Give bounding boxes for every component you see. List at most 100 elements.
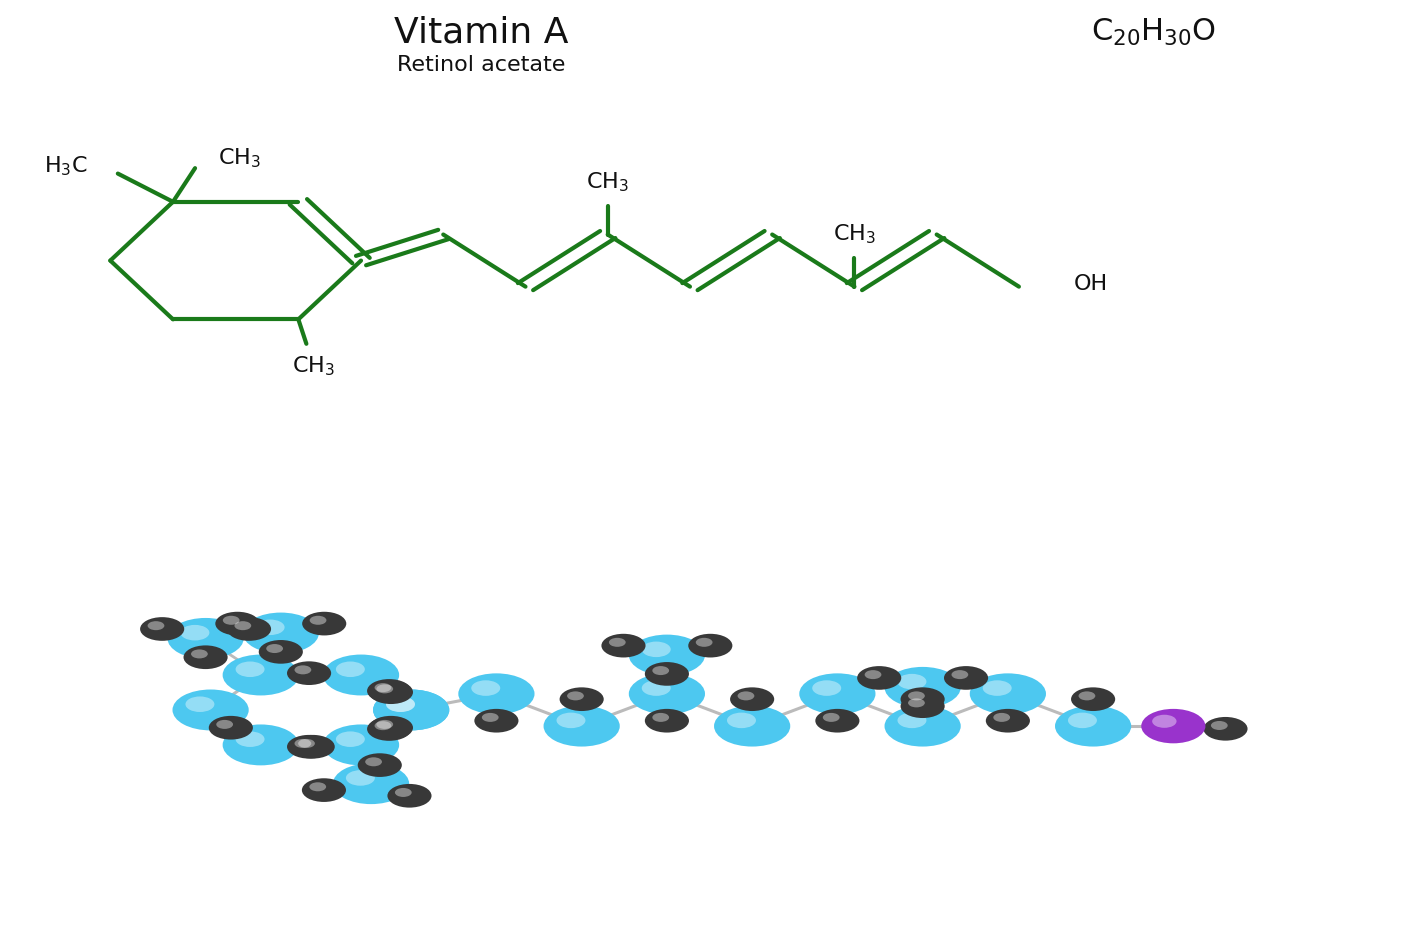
Circle shape <box>358 753 402 777</box>
Circle shape <box>336 662 365 677</box>
Circle shape <box>688 634 733 657</box>
Circle shape <box>223 616 240 625</box>
Circle shape <box>227 617 271 641</box>
Circle shape <box>943 666 988 690</box>
Circle shape <box>209 716 253 739</box>
Circle shape <box>256 620 285 635</box>
Circle shape <box>215 612 260 636</box>
Circle shape <box>908 692 925 700</box>
Text: CH$_3$: CH$_3$ <box>587 170 629 194</box>
Circle shape <box>609 637 626 647</box>
Circle shape <box>295 739 312 748</box>
Circle shape <box>184 646 227 669</box>
Circle shape <box>1071 687 1115 711</box>
Text: OH: OH <box>1074 274 1108 295</box>
Circle shape <box>696 637 713 647</box>
Circle shape <box>286 662 331 685</box>
Circle shape <box>475 709 518 733</box>
Circle shape <box>472 680 500 695</box>
Text: CH$_3$: CH$_3$ <box>833 223 876 246</box>
Circle shape <box>302 612 347 636</box>
Circle shape <box>556 712 585 728</box>
Circle shape <box>333 763 409 804</box>
Circle shape <box>295 665 312 674</box>
Circle shape <box>970 673 1046 714</box>
Circle shape <box>336 731 365 747</box>
Circle shape <box>366 717 411 740</box>
Circle shape <box>1068 712 1097 728</box>
Circle shape <box>993 713 1009 722</box>
Circle shape <box>1054 706 1132 747</box>
Circle shape <box>986 709 1031 733</box>
Circle shape <box>140 617 184 641</box>
Circle shape <box>1153 715 1177 728</box>
Circle shape <box>375 683 392 692</box>
Text: Vitamin A: Vitamin A <box>395 16 569 50</box>
Circle shape <box>388 784 431 808</box>
Circle shape <box>458 673 535 714</box>
Circle shape <box>286 735 331 758</box>
Circle shape <box>369 716 413 739</box>
Circle shape <box>258 640 303 664</box>
Circle shape <box>373 690 449 730</box>
Circle shape <box>291 735 334 758</box>
Circle shape <box>642 641 671 657</box>
Circle shape <box>885 706 960 747</box>
Circle shape <box>236 731 264 747</box>
Circle shape <box>799 673 876 714</box>
Circle shape <box>386 696 416 712</box>
Circle shape <box>181 625 209 640</box>
Text: Retinol acetate: Retinol acetate <box>397 55 566 75</box>
Circle shape <box>1203 717 1248 740</box>
Circle shape <box>567 692 584 700</box>
Circle shape <box>482 713 498 722</box>
Circle shape <box>543 706 619 747</box>
Circle shape <box>644 709 689 733</box>
Circle shape <box>234 622 251 630</box>
Circle shape <box>185 696 215 712</box>
Circle shape <box>900 695 945 718</box>
Circle shape <box>885 666 960 708</box>
Text: C$_{20}$H$_{30}$O: C$_{20}$H$_{30}$O <box>1091 17 1216 48</box>
Circle shape <box>1078 692 1095 700</box>
Circle shape <box>147 622 164 630</box>
Circle shape <box>601 634 646 657</box>
Circle shape <box>375 721 392 730</box>
Text: CH$_3$: CH$_3$ <box>218 147 261 170</box>
Circle shape <box>952 670 969 680</box>
Circle shape <box>376 684 393 694</box>
Circle shape <box>323 724 399 766</box>
Circle shape <box>865 670 882 680</box>
Circle shape <box>983 680 1012 695</box>
Circle shape <box>376 720 393 729</box>
Text: H$_3$C: H$_3$C <box>44 154 88 179</box>
Circle shape <box>737 692 754 700</box>
Circle shape <box>816 709 859 733</box>
Circle shape <box>715 706 790 747</box>
Circle shape <box>243 612 319 653</box>
Circle shape <box>395 788 411 797</box>
Circle shape <box>823 713 840 722</box>
Circle shape <box>236 662 264 677</box>
Circle shape <box>223 654 299 695</box>
Circle shape <box>298 739 314 748</box>
Circle shape <box>302 778 345 802</box>
Circle shape <box>730 687 774 711</box>
Circle shape <box>345 770 375 785</box>
Circle shape <box>900 687 945 711</box>
Circle shape <box>309 782 326 791</box>
Circle shape <box>813 680 841 695</box>
Circle shape <box>642 680 671 695</box>
Circle shape <box>908 698 925 708</box>
Circle shape <box>386 696 416 712</box>
Circle shape <box>167 618 244 659</box>
Circle shape <box>727 712 755 728</box>
Circle shape <box>629 635 705 676</box>
Circle shape <box>653 666 670 675</box>
Circle shape <box>653 713 670 722</box>
Circle shape <box>223 724 299 766</box>
Text: CH$_3$: CH$_3$ <box>292 355 336 378</box>
Circle shape <box>629 673 705 714</box>
Circle shape <box>560 687 604 711</box>
Circle shape <box>173 690 249 730</box>
